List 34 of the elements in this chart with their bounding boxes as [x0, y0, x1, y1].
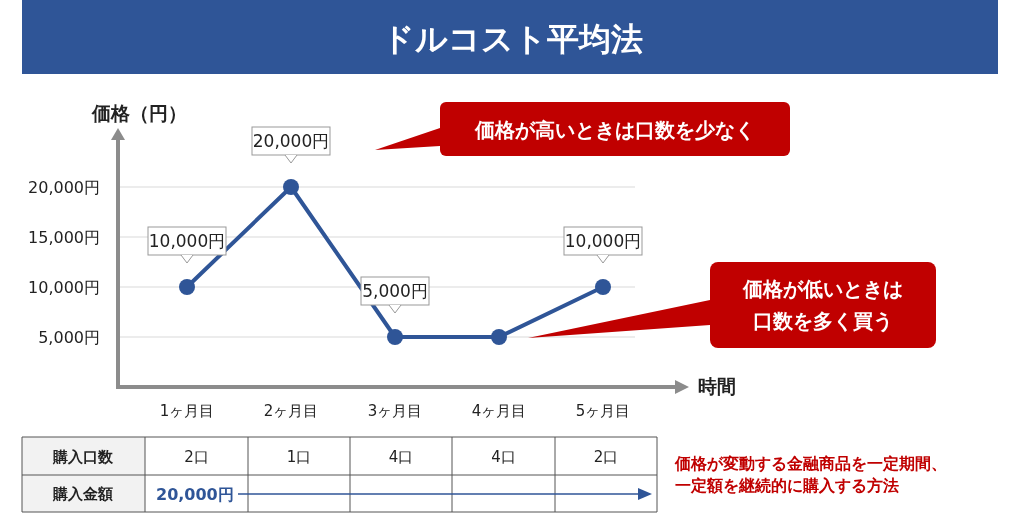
point — [387, 329, 403, 345]
y-tick-label: 10,000円 — [28, 278, 100, 297]
text: 一定額を継続的に購入する方法 — [675, 476, 899, 495]
x-tick-label: 3ヶ月目 — [367, 402, 423, 420]
x-tick-label: 4ヶ月目 — [471, 402, 527, 420]
text: 購入口数 — [52, 448, 114, 466]
text: 4口 — [388, 448, 414, 466]
x-axis-title: 時間 — [698, 375, 736, 397]
text: 2口 — [184, 448, 209, 466]
text: 口数を多く買う — [753, 309, 893, 333]
data-label: 10,000円 — [564, 231, 642, 251]
annotation: 価格が高いときは口数を少なく — [474, 118, 755, 142]
point — [491, 329, 507, 345]
point — [179, 279, 195, 295]
text: 1口 — [286, 448, 312, 466]
data-label: 5,000円 — [362, 281, 428, 301]
x-tick-label: 1ヶ月目 — [159, 402, 215, 420]
text: 価格が低いときは — [742, 277, 903, 301]
y-tick-label: 15,000円 — [28, 228, 100, 247]
point — [283, 179, 299, 195]
text: 2口 — [593, 448, 619, 466]
x-tick-label: 2ヶ月目 — [263, 402, 319, 420]
text: 4口 — [491, 448, 516, 466]
y-tick-label: 20,000円 — [28, 178, 100, 197]
x-tick-label: 5ヶ月目 — [575, 402, 631, 420]
y-tick-label: 5,000円 — [38, 328, 100, 347]
data-label: 20,000円 — [252, 131, 330, 151]
y-axis-title: 価格（円） — [91, 102, 187, 124]
text: 購入金額 — [52, 485, 113, 503]
data-label: 10,000円 — [148, 231, 226, 251]
chart-title: ドルコスト平均法 — [381, 20, 643, 58]
text: 20,000円 — [156, 485, 234, 504]
text: 価格が変動する金融商品を一定期間、 — [674, 454, 947, 473]
point — [595, 279, 611, 295]
